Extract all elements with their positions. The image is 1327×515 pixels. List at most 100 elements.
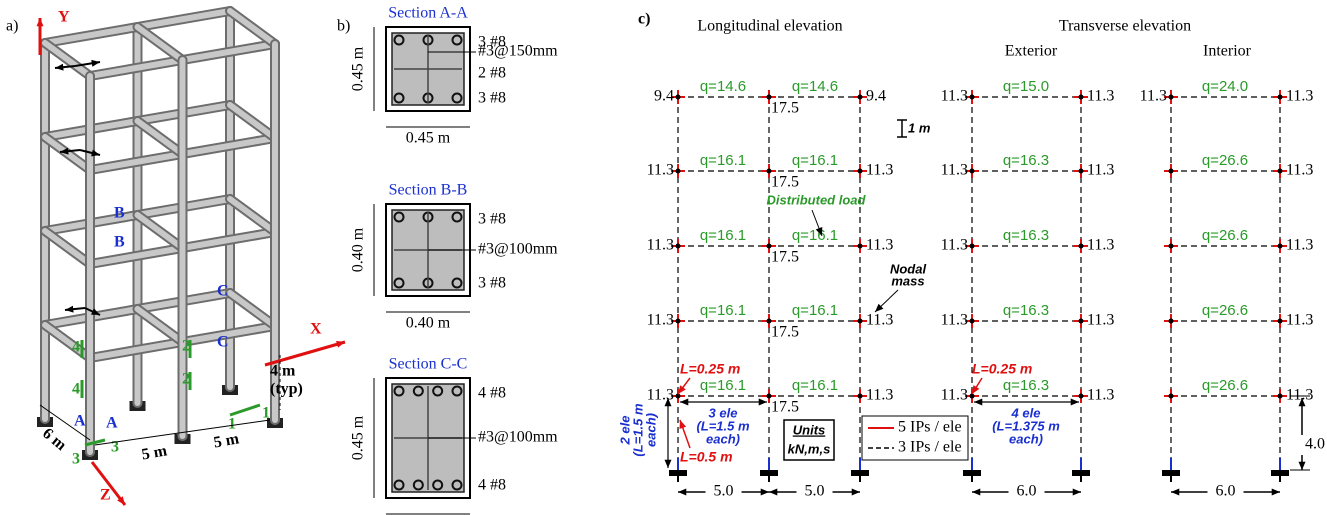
arrow-head xyxy=(760,488,769,496)
rebar xyxy=(451,92,463,104)
tie-label: #3@100mm xyxy=(478,429,558,446)
annotation: each) xyxy=(1009,431,1043,446)
rebar xyxy=(393,211,405,223)
support xyxy=(760,470,778,476)
line xyxy=(84,438,106,447)
node xyxy=(1168,393,1174,399)
panel-label: b) xyxy=(337,18,350,35)
section-mark: A xyxy=(74,413,86,430)
rebar xyxy=(451,34,463,46)
node xyxy=(857,94,863,100)
arrow-head xyxy=(336,340,345,348)
nodal-mass: 11.3 xyxy=(647,237,674,254)
nodal-mass: 11.3 xyxy=(1286,387,1313,404)
nodal-mass: 11.3 xyxy=(941,312,968,329)
annotation: L=0.5 m xyxy=(680,449,733,465)
rebar xyxy=(393,277,405,289)
load: q=16.1 xyxy=(700,377,746,394)
nodal-mass: 11.3 xyxy=(647,387,674,404)
nodal-mass: 11.3 xyxy=(1087,162,1114,179)
nodal-mass: 11.3 xyxy=(1286,312,1313,329)
node xyxy=(969,243,975,249)
dim-height: 4 m xyxy=(270,363,296,380)
member-id: 2 xyxy=(182,338,190,355)
rebar xyxy=(393,479,405,491)
node xyxy=(675,94,681,100)
nodal-mass: 9.4 xyxy=(866,88,886,105)
tie-label: #3@150mm xyxy=(478,43,558,60)
section-height: 0.40 m xyxy=(350,227,367,272)
load: q=26.6 xyxy=(1202,377,1248,394)
section-mark: A xyxy=(106,415,118,432)
line xyxy=(227,290,278,329)
load: q=15.0 xyxy=(1003,78,1049,95)
annotation: L=0.25 m xyxy=(680,361,740,377)
support xyxy=(1072,470,1090,476)
line xyxy=(42,228,93,267)
node xyxy=(1078,94,1084,100)
section-height: 0.45 m xyxy=(350,46,367,91)
node xyxy=(1078,318,1084,324)
dim-height-note: (typ) xyxy=(270,381,303,398)
line xyxy=(227,196,278,235)
rebar-top: 3 #8 xyxy=(478,34,506,51)
node xyxy=(675,318,681,324)
arrow-head xyxy=(60,147,69,155)
line xyxy=(42,40,93,79)
nodal-mass: 11.3 xyxy=(1286,88,1313,105)
nodal-mass: 11.3 xyxy=(1286,237,1313,254)
axis-y: Y xyxy=(58,9,70,26)
line xyxy=(229,403,261,417)
load: q=14.6 xyxy=(792,78,838,95)
nodal-mass: 11.3 xyxy=(1087,387,1114,404)
arrow-head xyxy=(678,488,687,496)
section-title: Section A-A xyxy=(388,5,468,22)
legend-label: 5 IPs / ele xyxy=(898,419,962,436)
nodal-mass: 11.3 xyxy=(941,387,968,404)
rebar-bottom: 4 #8 xyxy=(478,477,506,494)
annotation: 1 m xyxy=(908,120,931,135)
panel-label: c) xyxy=(638,11,650,28)
node xyxy=(766,94,772,100)
node xyxy=(766,243,772,249)
arrow-head xyxy=(117,496,125,505)
units: kN,m,s xyxy=(788,441,831,456)
line xyxy=(227,8,278,47)
arrow-head xyxy=(65,305,74,313)
section-mark: B xyxy=(114,205,125,222)
rebar xyxy=(393,385,405,397)
load: q=16.1 xyxy=(792,152,838,169)
rebar-middle: 2 #8 xyxy=(478,65,506,82)
subtitle: Interior xyxy=(1203,43,1252,60)
arrow-head xyxy=(55,63,64,71)
dimension: 6.0 xyxy=(1216,483,1236,500)
node xyxy=(1078,393,1084,399)
nodal-mass: 17.5 xyxy=(771,249,799,266)
rebar xyxy=(432,479,444,491)
load: q=16.3 xyxy=(1003,377,1049,394)
member-id: 4 xyxy=(72,339,80,356)
dimension: 5.0 xyxy=(805,483,825,500)
legend-box xyxy=(861,415,969,461)
arrow-head xyxy=(815,227,823,236)
dim-bay1: 5 m xyxy=(140,442,169,463)
dimension: 4.0 xyxy=(1305,436,1325,453)
node xyxy=(766,393,772,399)
nodal-mass: 17.5 xyxy=(771,324,799,341)
node xyxy=(857,168,863,174)
arrow-head xyxy=(972,385,980,394)
node xyxy=(1168,94,1174,100)
node xyxy=(1277,168,1283,174)
node xyxy=(1277,318,1283,324)
arrow-head xyxy=(769,488,778,496)
units-title: Units xyxy=(793,422,826,437)
title: Longitudinal elevation xyxy=(697,18,842,35)
load: q=16.1 xyxy=(792,377,838,394)
annotation: (L=1.375 m xyxy=(992,418,1060,433)
annotation: (L=1.5 m xyxy=(630,403,645,457)
annotation: (L=1.5 m xyxy=(696,418,750,433)
nodal-mass: 11.3 xyxy=(647,162,674,179)
dimension: 5.0 xyxy=(714,483,734,500)
rebar-top: 3 #8 xyxy=(478,211,506,228)
